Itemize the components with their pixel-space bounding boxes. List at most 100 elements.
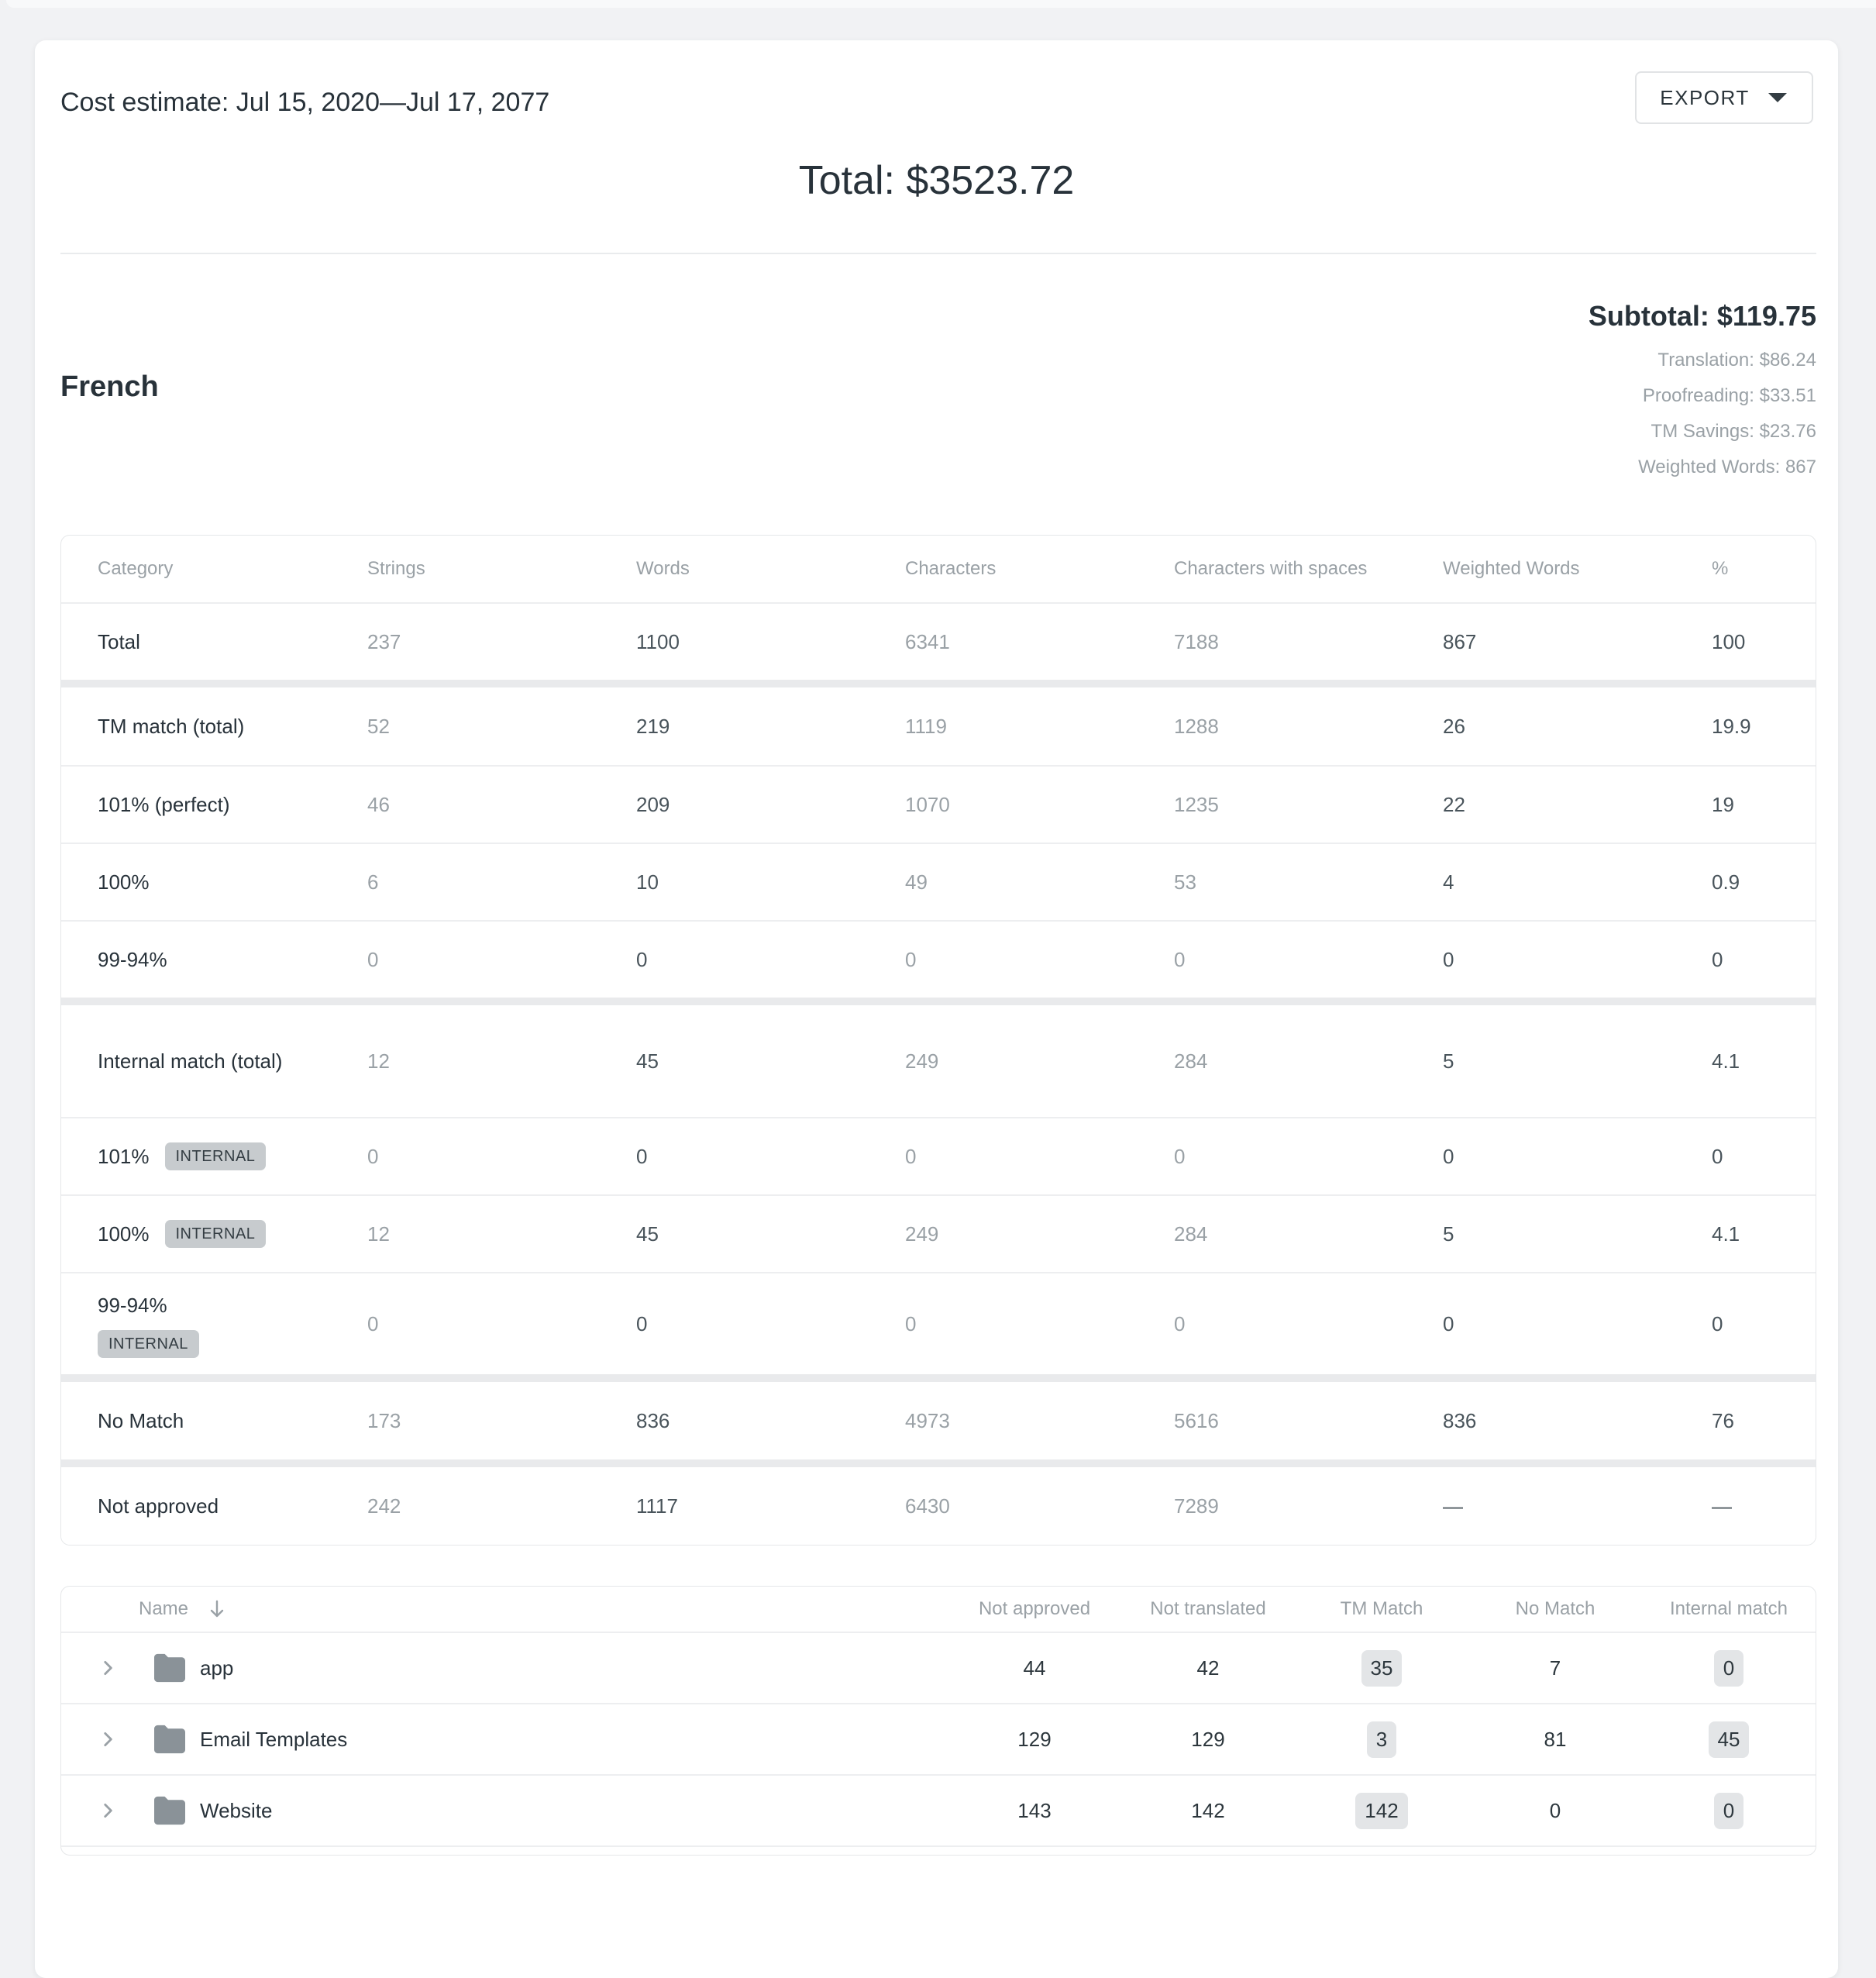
name-sort-header[interactable]: Name (61, 1598, 948, 1620)
characters-value: 249 (905, 1049, 939, 1073)
strings-value: 46 (367, 792, 390, 816)
row-label: Total (98, 630, 140, 653)
files-table: Name Not approved Not translated TM Matc… (60, 1586, 1816, 1856)
file-name-cell: Website (61, 1795, 948, 1826)
group-separator (61, 680, 1816, 687)
file-row-website[interactable]: Website 143 142 142 0 0 (61, 1774, 1816, 1845)
characters-value: 49 (905, 870, 928, 894)
characters-value: 1070 (905, 792, 950, 816)
strings-value: 52 (367, 714, 390, 738)
percent-value: 4.1 (1712, 1222, 1740, 1246)
table-row-not-approved: Not approved 242 1117 6430 7289 — — (61, 1467, 1816, 1545)
table-row-99-94-internal: 99-94% INTERNAL 0 0 0 0 0 0 (61, 1272, 1816, 1374)
folder-icon (152, 1652, 188, 1683)
words-value: 1117 (636, 1494, 678, 1518)
no-match-count: 7 (1549, 1656, 1561, 1680)
row-label: 99-94% (98, 1294, 167, 1317)
weighted-words-value: 22 (1443, 792, 1465, 816)
folder-icon (152, 1795, 188, 1826)
table-row-100: 100% 6 10 49 53 4 0.9 (61, 843, 1816, 920)
column-header-percent: % (1712, 558, 1729, 579)
characters-value: 0 (905, 1144, 917, 1168)
row-label: Internal match (total) (98, 1049, 283, 1073)
column-header-characters-spaces: Characters with spaces (1174, 558, 1368, 579)
words-value: 219 (636, 714, 670, 738)
cost-breakdown-table: Category Strings Words Characters Charac… (60, 535, 1816, 1546)
percent-value: 19 (1712, 792, 1734, 816)
characters-spaces-value: 1288 (1174, 714, 1219, 738)
group-separator (61, 1374, 1816, 1382)
strings-value: 0 (367, 1144, 379, 1168)
export-button[interactable]: EXPORT (1635, 71, 1813, 124)
internal-match-badge: 0 (1713, 1792, 1744, 1829)
characters-spaces-value: 0 (1174, 1144, 1186, 1168)
section-divider (60, 253, 1816, 254)
column-header-tm-match: TM Match (1340, 1598, 1423, 1619)
weighted-words-value: 5 (1443, 1049, 1454, 1073)
not-translated-count: 142 (1191, 1798, 1225, 1822)
words-value: 45 (636, 1049, 659, 1073)
column-header-weighted-words: Weighted Words (1443, 558, 1580, 579)
characters-value: 6341 (905, 629, 950, 653)
export-button-label: EXPORT (1660, 85, 1750, 109)
tm-match-badge: 3 (1366, 1721, 1397, 1758)
table-row-100-internal: 100% INTERNAL 12 45 249 284 5 4.1 (61, 1194, 1816, 1272)
language-name: French (60, 370, 159, 403)
chevron-right-icon[interactable] (98, 1728, 119, 1750)
cost-table-header: Category Strings Words Characters Charac… (61, 536, 1816, 602)
file-name: Website (200, 1798, 273, 1822)
characters-spaces-value: 1235 (1174, 792, 1219, 816)
internal-badge: INTERNAL (164, 1142, 267, 1170)
strings-value: 12 (367, 1222, 390, 1246)
internal-badge: INTERNAL (98, 1330, 199, 1358)
row-label: TM match (total) (98, 715, 245, 738)
subtotal-amount: Subtotal: $119.75 (1588, 300, 1816, 332)
chevron-right-icon[interactable] (98, 1657, 119, 1679)
percent-value: 4.1 (1712, 1049, 1740, 1073)
not-translated-count: 129 (1191, 1727, 1225, 1751)
chevron-right-icon[interactable] (98, 1800, 119, 1821)
percent-value: — (1712, 1494, 1732, 1518)
weighted-words-value: 4 (1443, 870, 1454, 894)
weighted-words-value: 867 (1443, 629, 1477, 653)
characters-value: 6430 (905, 1494, 950, 1518)
percent-value: 0.9 (1712, 870, 1740, 894)
cost-estimate-card: Cost estimate: Jul 15, 2020—Jul 17, 2077… (35, 40, 1838, 1978)
weighted-words-value: 0 (1443, 1144, 1454, 1168)
page-title: Cost estimate: Jul 15, 2020—Jul 17, 2077 (60, 88, 550, 117)
sort-descending-icon (208, 1599, 225, 1619)
characters-spaces-value: 5616 (1174, 1408, 1219, 1432)
not-approved-count: 129 (1017, 1727, 1052, 1751)
column-header-not-approved: Not approved (978, 1598, 1091, 1619)
strings-value: 6 (367, 870, 379, 894)
percent-value: 100 (1712, 629, 1746, 653)
proofreading-cost: Proofreading: $33.51 (1642, 385, 1816, 406)
card-header: Cost estimate: Jul 15, 2020—Jul 17, 2077… (35, 40, 1838, 124)
file-name-cell: app (61, 1652, 948, 1683)
strings-value: 0 (367, 1311, 379, 1335)
not-translated-count: 42 (1196, 1656, 1220, 1680)
weighted-words-value: 5 (1443, 1222, 1454, 1246)
file-row-app[interactable]: app 44 42 35 7 0 (61, 1632, 1816, 1703)
row-label: 101% (98, 1145, 150, 1168)
folder-icon (152, 1724, 188, 1755)
words-value: 0 (636, 1311, 648, 1335)
file-name-cell: Email Templates (61, 1724, 948, 1755)
clipped-next-row (61, 1845, 1816, 1855)
file-name: app (200, 1656, 234, 1680)
column-header-words: Words (636, 558, 690, 579)
table-row-internal-match-total: Internal match (total) 12 45 249 284 5 4… (61, 1005, 1816, 1117)
percent-value: 0 (1712, 1311, 1723, 1335)
percent-value: 0 (1712, 947, 1723, 971)
characters-value: 249 (905, 1222, 939, 1246)
file-row-email-templates[interactable]: Email Templates 129 129 3 81 45 (61, 1703, 1816, 1774)
weighted-words-value: 836 (1443, 1408, 1477, 1432)
column-header-category: Category (98, 558, 174, 579)
weighted-words-value: 0 (1443, 1311, 1454, 1335)
table-row-101-internal: 101% INTERNAL 0 0 0 0 0 0 (61, 1117, 1816, 1194)
row-label: No Match (98, 1409, 184, 1432)
row-label: 100% (98, 870, 150, 894)
strings-value: 242 (367, 1494, 401, 1518)
column-header-not-translated: Not translated (1150, 1598, 1266, 1619)
translation-cost: Translation: $86.24 (1657, 350, 1816, 370)
